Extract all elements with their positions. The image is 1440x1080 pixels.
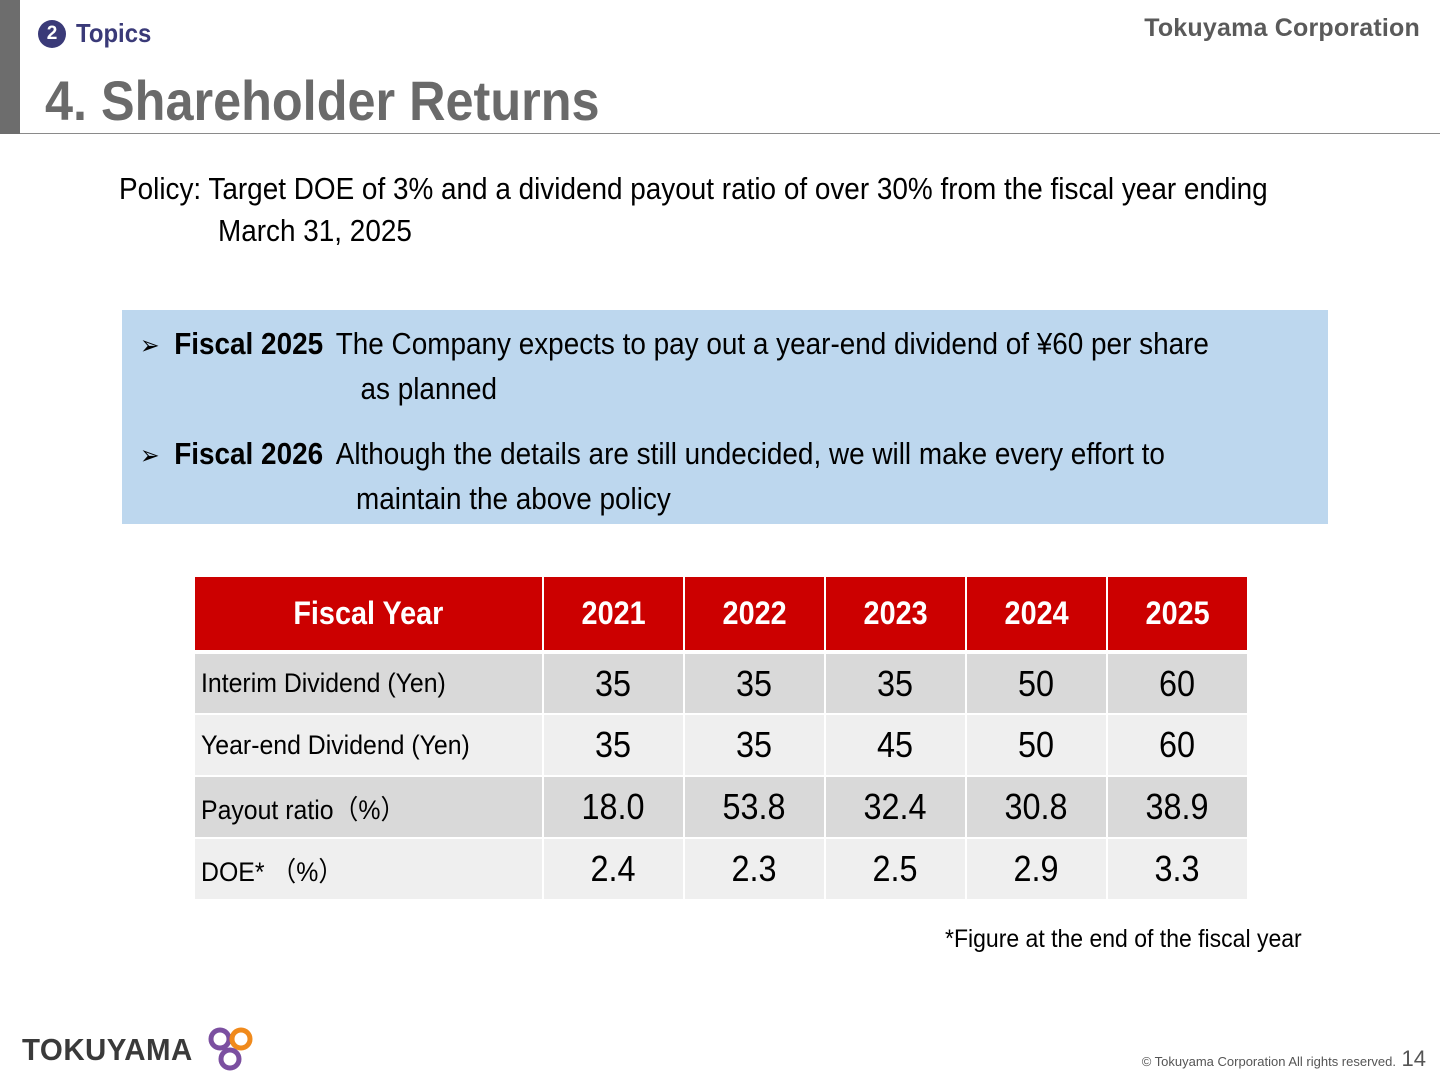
table-cell: 50 (965, 713, 1108, 777)
policy-line-1: Policy: Target DOE of 3% and a dividend … (119, 171, 1268, 206)
highlight-text: The Company expects to pay out a year-en… (335, 326, 1209, 361)
table-row: Interim Dividend (Yen) 35 35 35 50 60 (193, 650, 1249, 715)
arrow-bullet-icon: ➢ (140, 330, 160, 360)
policy-statement: Policy: Target DOE of 3% and a dividend … (119, 168, 1268, 252)
arrow-bullet-icon: ➢ (140, 440, 160, 470)
company-logo: TOKUYAMA (22, 1025, 260, 1075)
table-header-label: Fiscal Year (193, 575, 544, 653)
table-cell: 2.4 (542, 837, 685, 901)
table-cell: 53.8 (683, 775, 826, 839)
table-cell: 35 (542, 713, 685, 777)
table-cell: 2.3 (683, 837, 826, 901)
dividend-table: Fiscal Year 2021 2022 2023 2024 2025 Int… (193, 575, 1249, 901)
table-cell: 30.8 (965, 775, 1108, 839)
table-header-year: 2025 (1106, 575, 1249, 653)
table-cell: 38.9 (1106, 775, 1249, 839)
table-cell: 18.0 (542, 775, 685, 839)
left-accent-bar (0, 0, 20, 134)
row-label: DOE* （%） (193, 837, 544, 901)
table-cell: 2.9 (965, 837, 1108, 901)
section-number-badge: 2 (38, 19, 66, 48)
table-header-year: 2024 (965, 575, 1108, 653)
page-number: 14 (1401, 1046, 1426, 1071)
section-tag: 2 Topics (38, 18, 158, 49)
table-row: Payout ratio（%） 18.0 53.8 32.4 30.8 38.9 (193, 775, 1249, 839)
highlight-item: ➢ Fiscal 2026 Although the details are sti… (140, 432, 1165, 520)
policy-line-2: March 31, 2025 (218, 213, 412, 248)
table-header-row: Fiscal Year 2021 2022 2023 2024 2025 (193, 575, 1249, 653)
tokuyama-logo-mark-icon (208, 1027, 253, 1071)
highlight-label: Fiscal 2025 (174, 326, 324, 361)
company-name: Tokuyama Corporation (1144, 14, 1420, 42)
table-cell: 3.3 (1106, 837, 1249, 901)
table-cell: 60 (1106, 650, 1249, 715)
highlight-text-continued: maintain the above policy (356, 481, 671, 516)
table-header-year: 2022 (683, 575, 826, 653)
highlight-item: ➢ Fiscal 2025 The Company expects to pay o… (140, 322, 1209, 410)
table-cell: 32.4 (824, 775, 967, 839)
table-cell: 2.5 (824, 837, 967, 901)
header-divider (20, 133, 1440, 134)
row-label: Interim Dividend (Yen) (193, 650, 544, 715)
table-cell: 35 (824, 650, 967, 715)
table-cell: 35 (683, 650, 826, 715)
section-label: Topics (76, 18, 152, 48)
highlights-box: ➢ Fiscal 2025 The Company expects to pay o… (122, 310, 1328, 524)
table-cell: 45 (824, 713, 967, 777)
logo-text: TOKUYAMA (22, 1032, 193, 1067)
table-footnote: *Figure at the end of the fiscal year (945, 925, 1302, 953)
highlight-text-continued: as planned (360, 371, 498, 406)
page-title: 4. Shareholder Returns (45, 69, 600, 132)
table-cell: 35 (683, 713, 826, 777)
table-header-year: 2023 (824, 575, 967, 653)
row-label: Year-end Dividend (Yen) (193, 713, 544, 777)
table-cell: 50 (965, 650, 1108, 715)
table-cell: 35 (542, 650, 685, 715)
highlight-label: Fiscal 2026 (174, 436, 324, 471)
table-row: DOE* （%） 2.4 2.3 2.5 2.9 3.3 (193, 837, 1249, 901)
copyright-text: © Tokuyama Corporation All rights reserv… (1141, 1054, 1396, 1069)
table-header-year: 2021 (542, 575, 685, 653)
row-label: Payout ratio（%） (193, 775, 544, 839)
table-cell: 60 (1106, 713, 1249, 777)
highlight-text: Although the details are still undecided… (335, 436, 1165, 471)
table-row: Year-end Dividend (Yen) 35 35 45 50 60 (193, 713, 1249, 777)
